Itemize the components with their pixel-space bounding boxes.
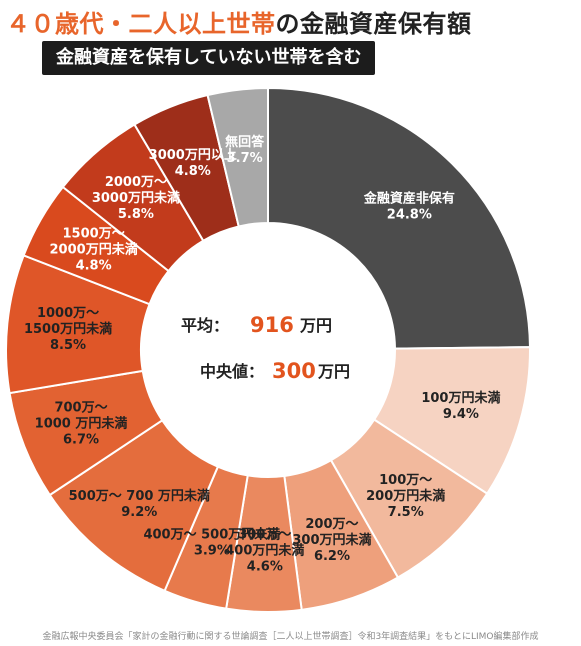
slice-label-4: 300万～ xyxy=(238,527,291,542)
slice-value-10: 5.8% xyxy=(118,207,154,222)
slice-label-10: 2000万～ xyxy=(105,175,167,190)
donut-slice-0 xyxy=(267,86,531,350)
slice-label-7: 700万～ xyxy=(54,400,107,415)
slice-value-12: 3.7% xyxy=(227,151,263,166)
slice-label-1: 100万円未満 xyxy=(421,390,500,406)
slice-value-1: 9.4% xyxy=(443,407,479,422)
subtitle-banner: 金融資産を保有していない世帯を含む xyxy=(42,41,376,75)
slice-label-10: 3000万円未満 xyxy=(92,190,180,206)
median-value: 300 xyxy=(272,359,316,383)
slice-label-2: 200万円未満 xyxy=(366,488,445,504)
average-unit: 万円 xyxy=(299,316,332,335)
slice-value-8: 8.5% xyxy=(50,338,86,353)
slice-value-4: 4.6% xyxy=(247,559,283,574)
slice-label-0: 金融資産非保有 xyxy=(363,191,455,207)
slice-label-12: 無回答 xyxy=(225,134,265,150)
median-unit: 万円 xyxy=(317,362,350,381)
slice-label-8: 1500万円未満 xyxy=(24,321,112,337)
slice-label-11: 3000万円以上 xyxy=(149,148,237,163)
donut-slice-12 xyxy=(206,86,269,228)
slice-value-11: 4.8% xyxy=(175,164,211,179)
average-value: 916 xyxy=(250,313,294,337)
slice-label-8: 1000万～ xyxy=(37,306,99,321)
slice-value-7: 6.7% xyxy=(63,432,99,447)
source-note: 金融広報中央委員会「家計の金融行動に関する世論調査［二人以上世帯調査］令和3年調… xyxy=(42,632,539,642)
slice-label-4: 400万円未満 xyxy=(225,542,304,558)
slice-value-3: 6.2% xyxy=(314,549,350,564)
slice-label-3: 300万円未満 xyxy=(292,532,371,548)
slice-label-9: 2000万円未満 xyxy=(50,242,138,258)
page-title: ４０歳代・二人以上世帯の金融資産保有額 xyxy=(6,4,472,39)
slice-value-2: 7.5% xyxy=(388,505,424,520)
average-label: 平均： xyxy=(181,316,229,335)
slice-value-9: 4.8% xyxy=(76,259,112,274)
slice-label-5: 400万～ 500万円未満 xyxy=(143,527,280,543)
donut-slices xyxy=(5,86,531,613)
slice-label-6: 500万～ 700 万円未満 xyxy=(69,488,210,504)
slice-value-5: 3.9% xyxy=(194,544,230,559)
center-labels: 平均： 916 万円 中央値： 300 万円 xyxy=(181,313,350,383)
title-rest: の金融資産保有額 xyxy=(275,10,472,38)
slice-value-0: 24.8% xyxy=(387,208,432,223)
slice-label-9: 1500万～ xyxy=(63,227,125,242)
title-accent: ４０歳代・二人以上世帯 xyxy=(6,10,276,38)
median-label: 中央値： xyxy=(200,362,264,381)
slice-label-7: 1000 万円未満 xyxy=(35,415,128,431)
slice-label-2: 100万～ xyxy=(379,473,432,488)
slice-value-6: 9.2% xyxy=(121,505,157,520)
slice-label-3: 200万～ xyxy=(305,517,358,532)
